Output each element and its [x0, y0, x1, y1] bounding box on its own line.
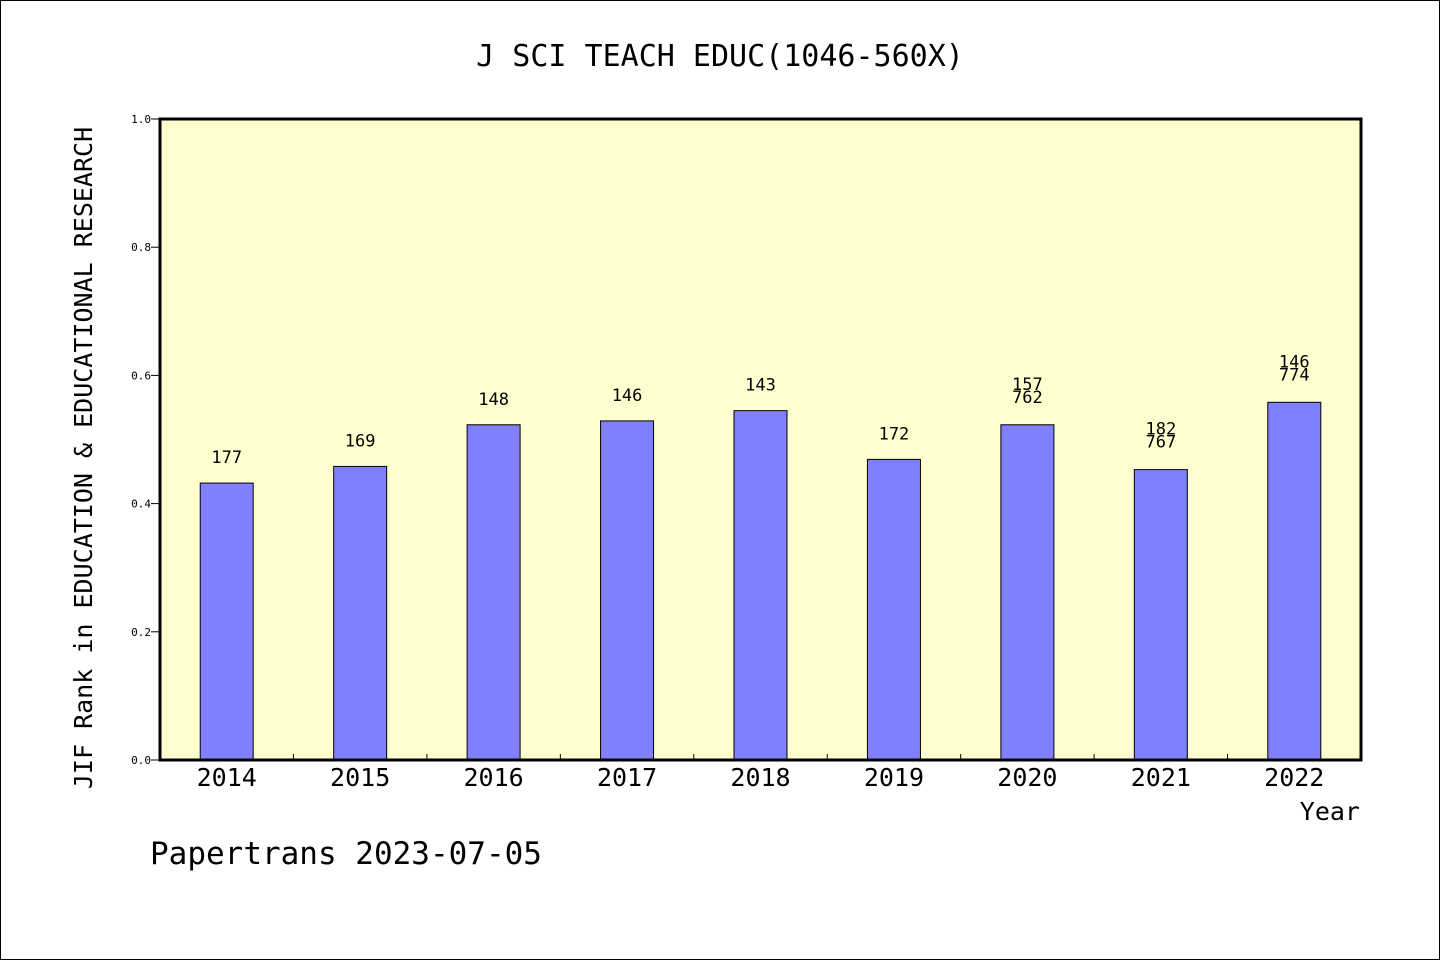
bar-2022: [1267, 401, 1322, 761]
bar-label-2014: 177: [211, 448, 242, 468]
bar-label-2017: 146: [612, 386, 643, 406]
x-tick-label-2019: 2019: [864, 763, 924, 792]
bar-label-2022-1: 146: [1279, 352, 1310, 372]
x-tick-label-2017: 2017: [597, 763, 657, 792]
x-axis: 2014 2015 2016 2017 2018 2019 2020 2021 2022: [197, 754, 1324, 792]
bar-label-2019: 172: [879, 424, 910, 444]
bar-2019: [866, 458, 921, 761]
y-tick-label: 0.2: [131, 626, 151, 639]
bar-2020: [1000, 424, 1055, 761]
y-tick-label: 0.0: [131, 754, 151, 767]
y-tick-label: 1.0: [131, 113, 151, 126]
bar-label-2015: 169: [345, 431, 376, 451]
bar-2016: [466, 424, 521, 761]
bar-label-2020-2: 762: [1012, 388, 1043, 408]
bar-label-2018: 143: [745, 376, 776, 396]
bar-label-2021-1: 182: [1145, 420, 1176, 440]
x-tick-label-2014: 2014: [197, 763, 257, 792]
bar-label-2016: 148: [478, 390, 509, 410]
x-tick-label-2020: 2020: [997, 763, 1057, 792]
y-axis-label: JIF Rank in EDUCATION & EDUCATIONAL RESE…: [69, 127, 98, 789]
y-axis: 0.0 0.2 0.4 0.6 0.8 1.0: [131, 113, 160, 767]
footer-credit: Papertrans 2023-07-05: [150, 836, 542, 872]
y-tick-label: 0.8: [131, 241, 151, 254]
bar-2014: [199, 482, 254, 761]
bar-label-2020-1: 157: [1012, 375, 1043, 395]
x-tick-label-2018: 2018: [730, 763, 790, 792]
x-axis-label: Year: [1300, 797, 1360, 826]
bar-2015: [333, 465, 388, 761]
x-tick-label-2021: 2021: [1131, 763, 1191, 792]
y-tick-label: 0.4: [131, 498, 151, 511]
bar-2017: [600, 420, 655, 761]
x-tick-label-2015: 2015: [330, 763, 390, 792]
bars-group: [199, 401, 1322, 761]
chart-title: J SCI TEACH EDUC(1046-560X): [476, 39, 964, 74]
y-tick-label: 0.6: [131, 369, 151, 382]
bar-2021: [1133, 469, 1188, 761]
bar-label-2021-2: 767: [1145, 433, 1176, 453]
x-tick-label-2022: 2022: [1264, 763, 1324, 792]
bar-label-2022-2: 774: [1279, 365, 1310, 385]
plot-border: [158, 117, 1363, 762]
bar-2018: [733, 410, 788, 761]
x-tick-label-2016: 2016: [464, 763, 524, 792]
